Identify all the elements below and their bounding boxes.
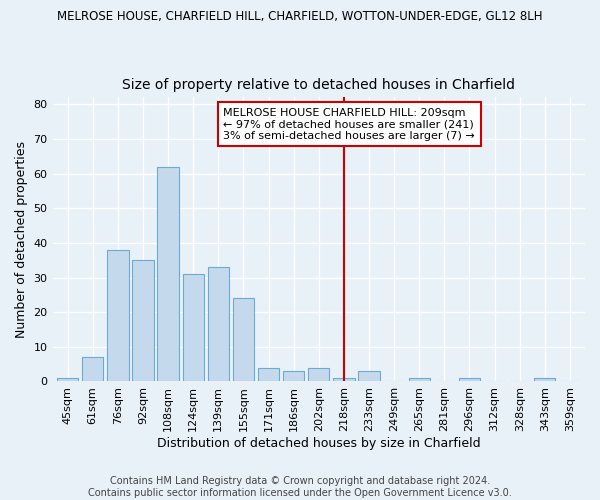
Bar [82,357,103,382]
Bar [57,378,78,382]
Bar [107,250,128,382]
Text: Contains HM Land Registry data © Crown copyright and database right 2024.
Contai: Contains HM Land Registry data © Crown c… [88,476,512,498]
Text: MELROSE HOUSE CHARFIELD HILL: 209sqm
← 97% of detached houses are smaller (241)
: MELROSE HOUSE CHARFIELD HILL: 209sqm ← 9… [223,108,475,141]
Bar [182,274,204,382]
Bar [233,298,254,382]
Y-axis label: Number of detached properties: Number of detached properties [15,141,28,338]
X-axis label: Distribution of detached houses by size in Charfield: Distribution of detached houses by size … [157,437,481,450]
Bar [283,371,304,382]
Bar [409,378,430,382]
Bar [208,267,229,382]
Bar [333,378,355,382]
Bar [534,378,556,382]
Title: Size of property relative to detached houses in Charfield: Size of property relative to detached ho… [122,78,515,92]
Bar [459,378,480,382]
Bar [308,368,329,382]
Bar [358,371,380,382]
Bar [132,260,154,382]
Bar [258,368,279,382]
Bar [157,166,179,382]
Text: MELROSE HOUSE, CHARFIELD HILL, CHARFIELD, WOTTON-UNDER-EDGE, GL12 8LH: MELROSE HOUSE, CHARFIELD HILL, CHARFIELD… [57,10,543,23]
